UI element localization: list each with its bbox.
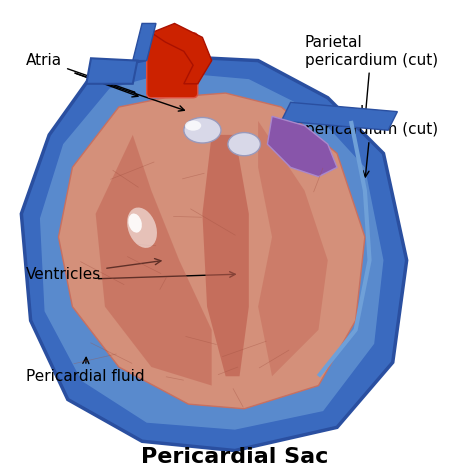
Ellipse shape (228, 133, 260, 156)
Polygon shape (40, 72, 383, 429)
FancyBboxPatch shape (146, 33, 198, 98)
Polygon shape (151, 23, 212, 84)
Ellipse shape (185, 120, 201, 131)
Ellipse shape (128, 213, 142, 233)
Polygon shape (58, 93, 365, 409)
Text: Pericardial Sac: Pericardial Sac (141, 447, 328, 467)
Ellipse shape (127, 208, 157, 248)
Text: Parietal
pericardium (cut): Parietal pericardium (cut) (304, 35, 438, 117)
Text: Visceral
pericardium (cut): Visceral pericardium (cut) (304, 105, 438, 177)
Text: Pericardial fluid: Pericardial fluid (26, 357, 145, 384)
Polygon shape (133, 23, 156, 61)
Polygon shape (86, 58, 137, 84)
Polygon shape (96, 135, 212, 385)
Ellipse shape (184, 118, 221, 143)
Text: Atria: Atria (26, 53, 135, 92)
Polygon shape (202, 135, 249, 376)
Polygon shape (267, 116, 337, 177)
Polygon shape (258, 121, 328, 376)
Polygon shape (21, 56, 407, 451)
Text: Ventricles: Ventricles (26, 259, 161, 282)
Polygon shape (282, 102, 397, 130)
